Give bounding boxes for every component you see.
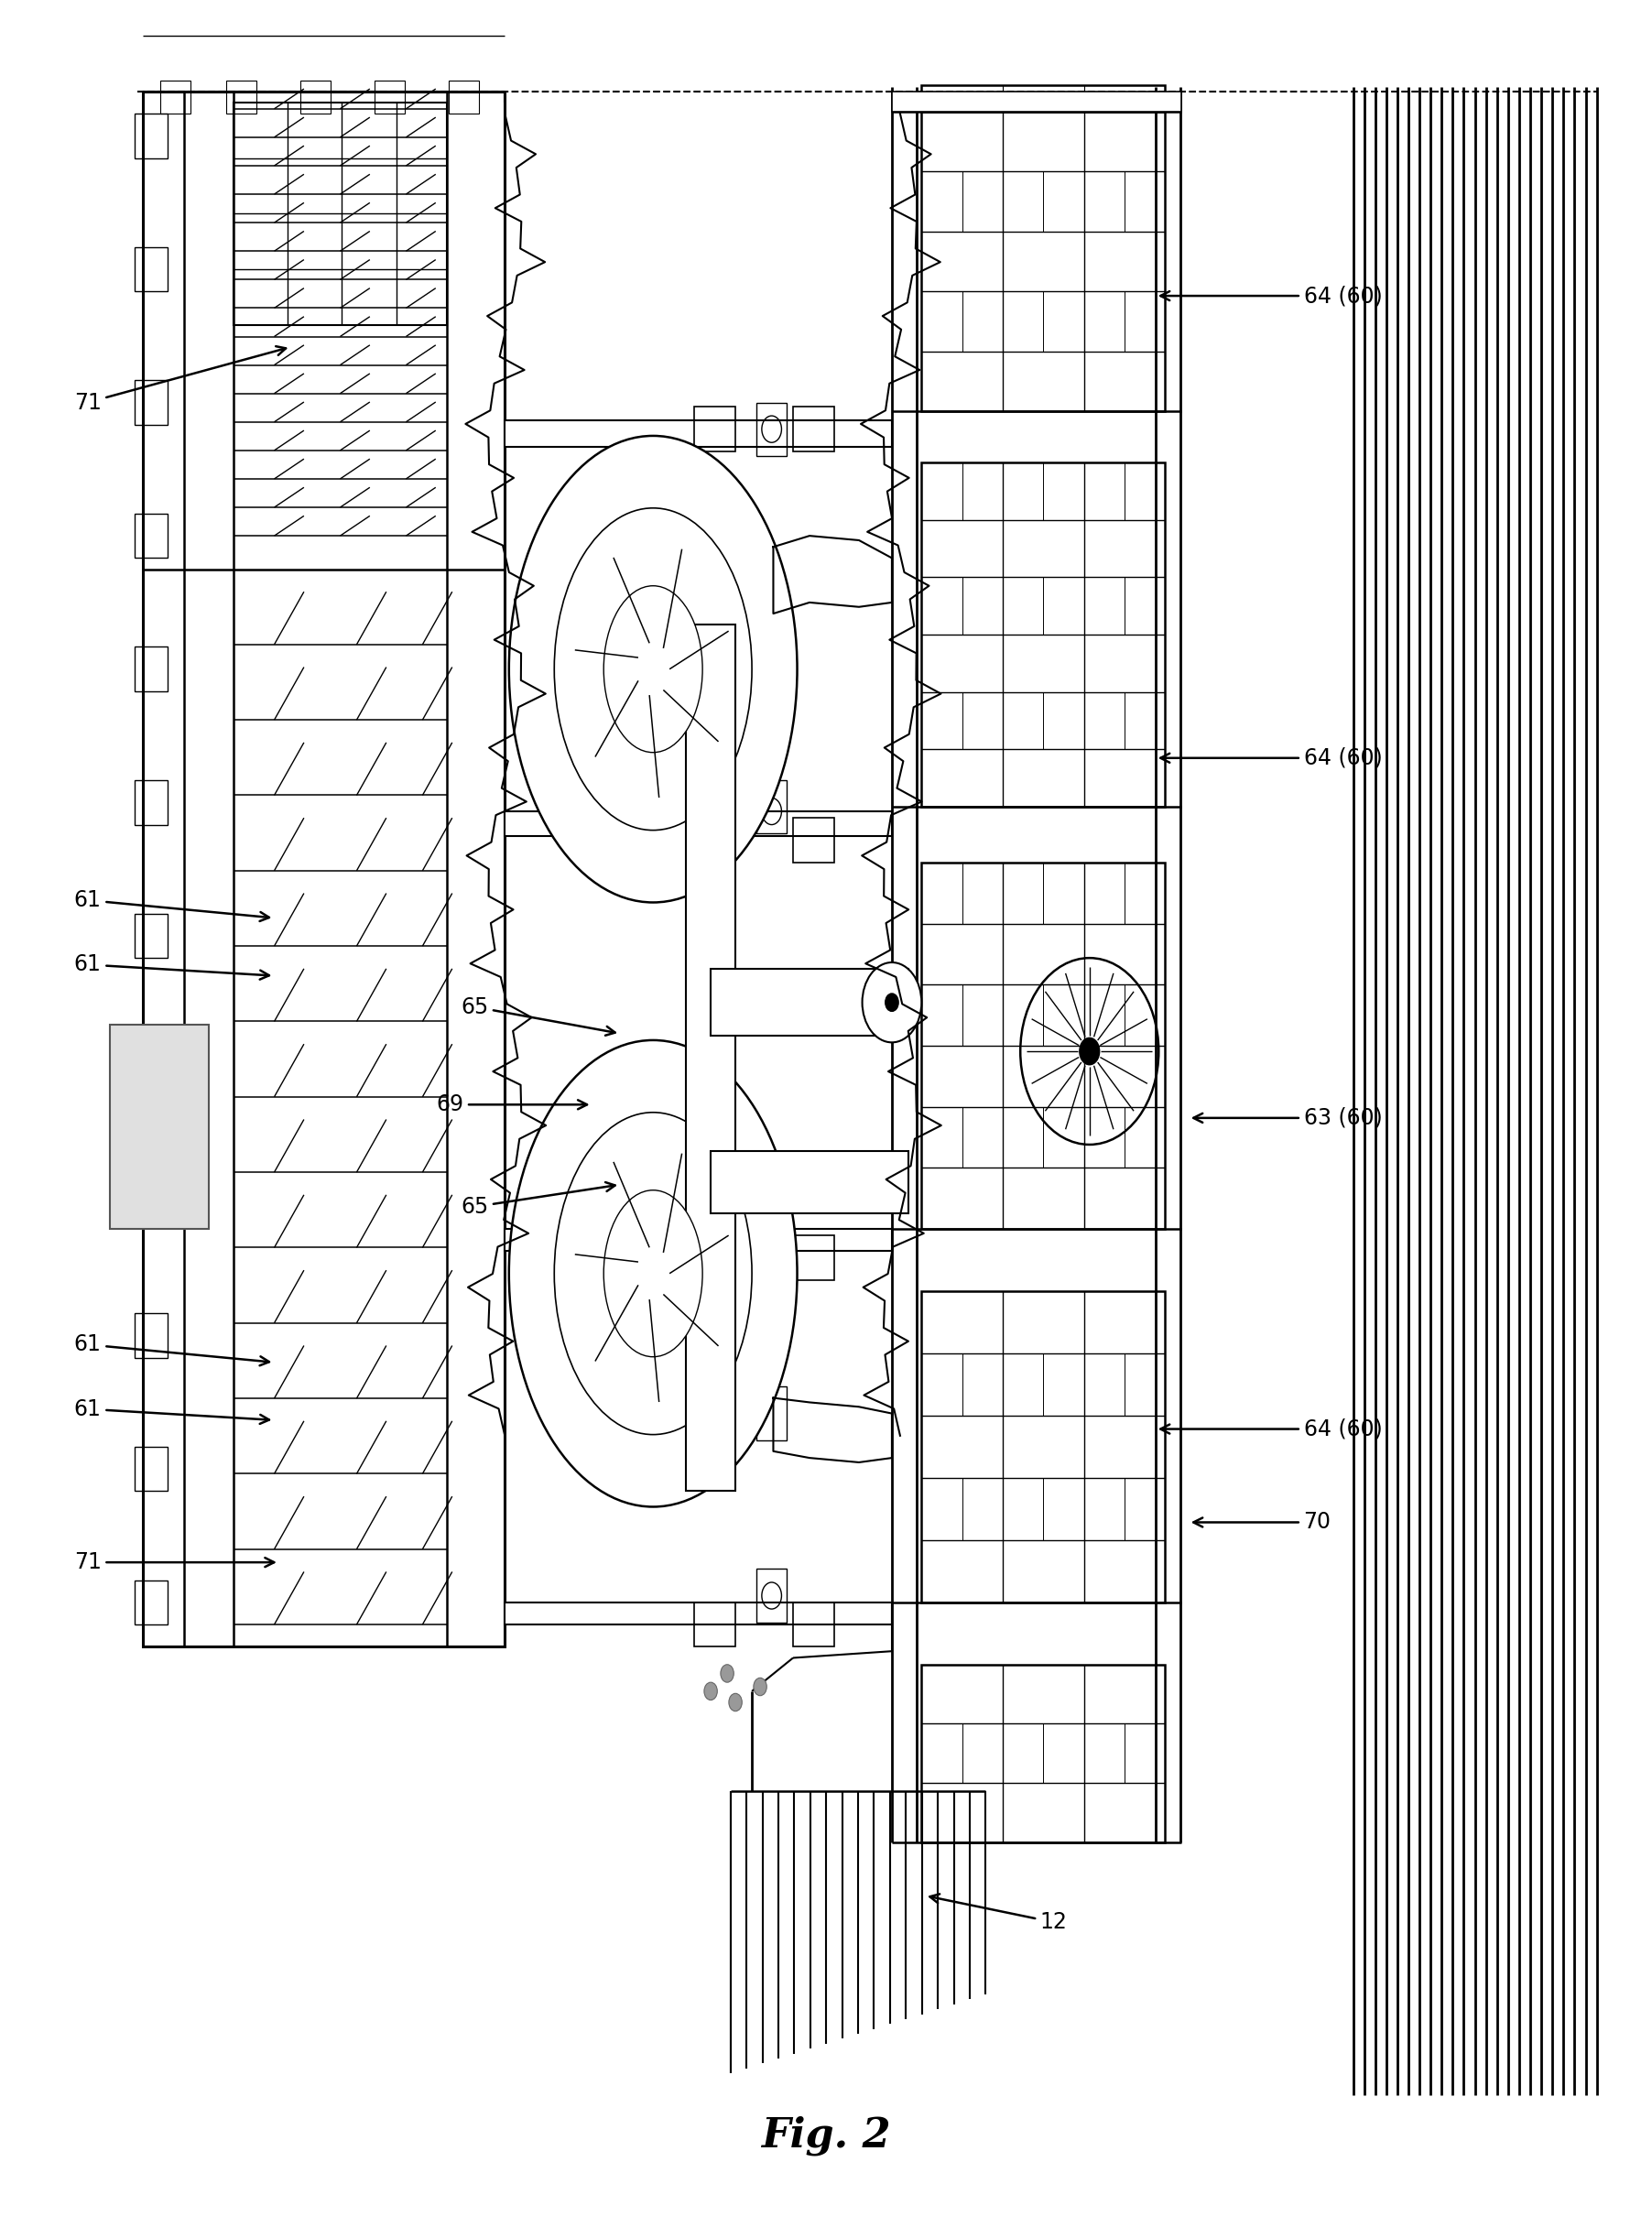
Bar — [506, 1601, 892, 1623]
Bar — [134, 779, 167, 824]
Bar — [134, 913, 167, 958]
Bar — [506, 1229, 892, 1252]
Bar — [922, 85, 1165, 102]
Circle shape — [1080, 1038, 1099, 1065]
Bar — [301, 80, 330, 114]
Bar — [922, 463, 1165, 806]
Text: 64 (60): 64 (60) — [1160, 746, 1383, 768]
Bar — [134, 381, 167, 425]
Ellipse shape — [509, 1040, 798, 1508]
Bar — [134, 1047, 167, 1091]
Bar — [694, 1236, 735, 1281]
Bar — [142, 91, 506, 1646]
Bar — [922, 111, 1165, 412]
Bar — [757, 1198, 786, 1252]
Circle shape — [862, 962, 922, 1042]
Bar — [892, 91, 1181, 111]
Bar — [226, 80, 256, 114]
Circle shape — [720, 1664, 733, 1681]
Text: 71: 71 — [74, 1552, 274, 1572]
Circle shape — [885, 993, 899, 1011]
Bar — [793, 1601, 834, 1646]
Text: 63 (60): 63 (60) — [1193, 1107, 1383, 1129]
Text: 65: 65 — [461, 995, 615, 1036]
Bar — [793, 817, 834, 862]
Bar — [134, 1180, 167, 1225]
Text: 64 (60): 64 (60) — [1160, 285, 1383, 307]
Bar — [134, 1314, 167, 1358]
Bar — [757, 599, 786, 650]
Bar — [922, 1664, 1165, 1842]
Bar — [233, 102, 448, 325]
Text: 64 (60): 64 (60) — [1160, 1419, 1383, 1441]
Bar — [134, 247, 167, 292]
Bar — [134, 1581, 167, 1623]
Ellipse shape — [555, 508, 752, 831]
Text: 61: 61 — [74, 889, 269, 922]
Text: 69: 69 — [436, 1093, 586, 1116]
Ellipse shape — [603, 586, 702, 753]
Bar — [922, 1292, 1165, 1601]
Bar — [757, 980, 786, 1033]
Bar — [710, 969, 909, 1036]
Bar — [757, 779, 786, 833]
Bar — [757, 1570, 786, 1621]
Bar — [793, 408, 834, 452]
Circle shape — [704, 1681, 717, 1699]
Ellipse shape — [603, 1189, 702, 1356]
Bar — [506, 421, 892, 448]
Bar — [922, 862, 1165, 1229]
Text: 61: 61 — [74, 953, 269, 980]
Ellipse shape — [509, 436, 798, 902]
Bar — [134, 514, 167, 559]
Bar — [449, 80, 479, 114]
Bar — [757, 403, 786, 457]
Text: 61: 61 — [74, 1334, 269, 1365]
Bar — [686, 626, 735, 1492]
Text: 65: 65 — [461, 1183, 615, 1218]
Bar — [506, 811, 892, 835]
Bar — [757, 1387, 786, 1441]
Circle shape — [753, 1677, 767, 1695]
Bar — [694, 408, 735, 452]
Ellipse shape — [555, 1114, 752, 1434]
Text: 12: 12 — [930, 1893, 1067, 1933]
Bar — [694, 1601, 735, 1646]
Text: 70: 70 — [1193, 1512, 1332, 1534]
Bar — [134, 646, 167, 690]
Bar — [694, 817, 735, 862]
Bar — [710, 1151, 909, 1214]
Circle shape — [729, 1693, 742, 1710]
Bar — [375, 80, 405, 114]
Text: 71: 71 — [74, 345, 286, 414]
Text: Fig. 2: Fig. 2 — [762, 2116, 890, 2156]
Bar — [160, 80, 190, 114]
Bar — [134, 1448, 167, 1492]
Bar — [109, 1024, 208, 1229]
Text: 61: 61 — [74, 1399, 269, 1423]
Bar — [793, 1236, 834, 1281]
Bar — [134, 114, 167, 158]
